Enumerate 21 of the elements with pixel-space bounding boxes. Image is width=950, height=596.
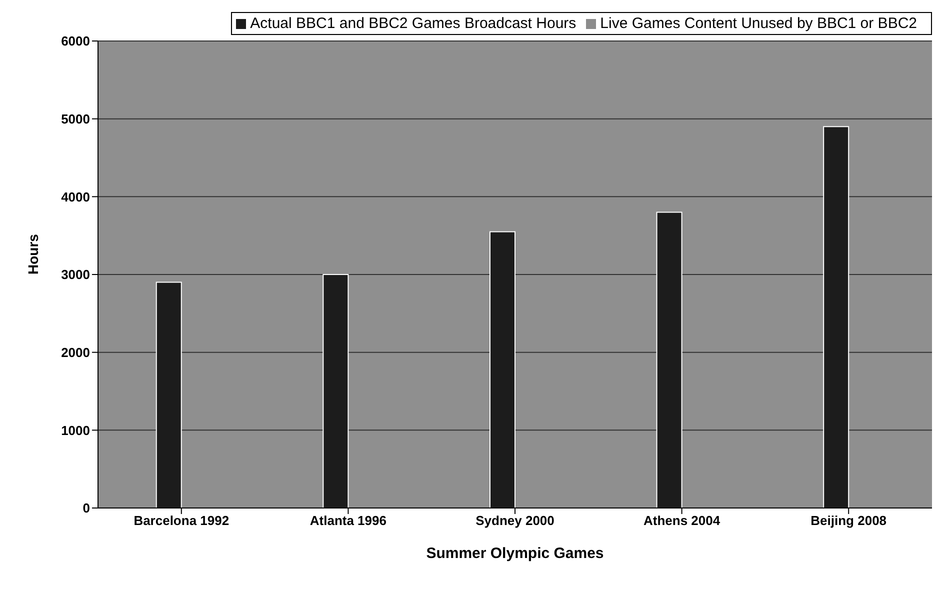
y-tick-label: 3000 [61,267,90,282]
y-tick-label: 6000 [61,34,90,49]
legend-label: Live Games Content Unused by BBC1 or BBC2 [600,15,917,32]
y-tick-label: 5000 [61,111,90,126]
y-tick-label: 1000 [61,422,90,438]
bar [156,282,182,508]
legend-label: Actual BBC1 and BBC2 Games Broadcast Hours [250,15,576,32]
bar [656,212,682,508]
x-tick-label: Sydney 2000 [476,513,554,528]
x-tick-label: Atlanta 1996 [310,513,386,528]
x-tick-label: Beijing 2008 [810,513,887,528]
y-tick-label: 0 [82,500,90,516]
bar [823,126,850,508]
x-axis-title: Summer Olympic Games [426,545,604,562]
y-tick-label: 4000 [61,189,90,204]
bar [322,274,349,508]
x-tick-label: Barcelona 1992 [134,513,230,528]
x-tick-label: Athens 2004 [644,513,721,528]
bar [489,231,516,508]
y-axis-title: Hours [24,234,41,274]
y-tick-label: 2000 [61,344,90,360]
